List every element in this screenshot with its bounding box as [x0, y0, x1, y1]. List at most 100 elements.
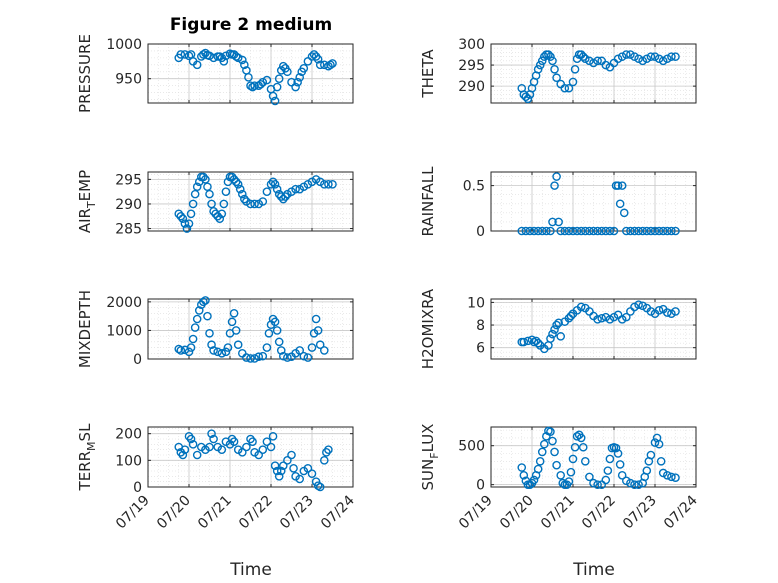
- data-point: [519, 337, 529, 347]
- data-point: [613, 54, 623, 64]
- data-point: [209, 53, 218, 63]
- data-point: [566, 467, 576, 477]
- data-point: [671, 473, 680, 482]
- data-point: [188, 334, 198, 344]
- data-point: [663, 226, 672, 236]
- data-point: [201, 296, 210, 305]
- data-point: [550, 181, 559, 190]
- data-point: [266, 179, 276, 189]
- series-markers: [174, 48, 337, 106]
- data-point: [671, 226, 680, 236]
- data-point: [546, 427, 555, 436]
- data-point: [270, 461, 280, 470]
- data-point: [650, 438, 660, 447]
- data-point: [525, 226, 535, 236]
- data-point: [199, 172, 208, 182]
- data-point: [576, 302, 586, 312]
- data-point: [299, 351, 309, 361]
- data-point: [246, 81, 255, 90]
- data-point: [568, 454, 578, 464]
- data-point: [617, 315, 627, 324]
- data-point: [209, 346, 218, 355]
- data-point: [542, 226, 551, 236]
- data-point: [634, 54, 643, 64]
- data-point: [186, 343, 196, 352]
- data-point: [626, 50, 635, 59]
- series-markers: [174, 429, 333, 492]
- axes-box: [147, 426, 354, 488]
- data-point: [254, 450, 264, 460]
- data-point: [564, 477, 574, 486]
- data-point: [291, 82, 300, 92]
- y-axis-label: SUNFLUX: [419, 424, 441, 491]
- data-point: [262, 75, 272, 85]
- data-point: [229, 308, 239, 318]
- data-point: [544, 50, 553, 59]
- series-markers: [174, 296, 329, 363]
- data-point: [270, 96, 280, 106]
- data-point: [258, 445, 268, 454]
- data-point: [229, 175, 239, 184]
- data-point: [250, 354, 259, 363]
- data-point: [601, 60, 611, 70]
- data-point: [638, 226, 648, 236]
- y-tick-label: 1000: [106, 37, 142, 53]
- y-tick-label: 200: [115, 427, 142, 443]
- panel-4: 0 0.5 RAINFALL: [419, 166, 697, 240]
- data-point: [324, 445, 333, 454]
- data-point: [182, 224, 192, 233]
- data-point: [311, 314, 321, 324]
- data-point: [617, 471, 627, 480]
- data-point: [560, 83, 570, 93]
- data-point: [295, 346, 305, 355]
- y-axis-label: MIXDEPTH: [76, 290, 94, 368]
- data-point: [663, 471, 672, 480]
- data-point: [287, 450, 296, 460]
- data-point: [231, 326, 241, 335]
- data-point: [262, 437, 272, 446]
- data-point: [654, 439, 664, 449]
- series-markers: [517, 300, 680, 354]
- data-point: [262, 343, 272, 352]
- data-point: [207, 429, 216, 438]
- data-point: [278, 461, 288, 470]
- data-point: [533, 226, 543, 236]
- data-point: [593, 480, 602, 489]
- data-point: [205, 51, 214, 61]
- data-point: [609, 226, 619, 236]
- data-point: [585, 226, 594, 236]
- data-point: [605, 226, 615, 236]
- y-tick-label: 295: [458, 58, 485, 74]
- data-point: [213, 347, 222, 357]
- data-point: [535, 456, 545, 466]
- series-markers: [517, 50, 680, 104]
- data-point: [237, 189, 247, 199]
- data-point: [554, 217, 563, 227]
- data-point: [221, 187, 231, 196]
- data-point: [188, 199, 198, 209]
- data-point: [268, 177, 278, 187]
- data-point: [671, 307, 680, 316]
- data-point: [581, 54, 590, 64]
- data-point: [215, 214, 225, 224]
- data-point: [552, 320, 561, 330]
- data-point: [242, 442, 251, 452]
- data-point: [205, 328, 214, 338]
- y-tick-label: 950: [115, 72, 142, 88]
- data-point: [630, 226, 639, 236]
- data-point: [221, 347, 231, 357]
- data-point: [552, 73, 561, 83]
- data-point: [601, 312, 611, 322]
- data-point: [180, 50, 190, 59]
- data-point: [593, 226, 602, 236]
- data-point: [268, 432, 278, 441]
- data-point: [634, 300, 643, 309]
- data-point: [603, 466, 613, 475]
- data-point: [227, 317, 237, 327]
- data-point: [262, 187, 272, 196]
- y-tick-label: 0: [476, 478, 485, 494]
- data-point: [221, 51, 231, 61]
- data-point: [529, 226, 539, 236]
- data-point: [272, 82, 282, 92]
- data-point: [589, 58, 598, 68]
